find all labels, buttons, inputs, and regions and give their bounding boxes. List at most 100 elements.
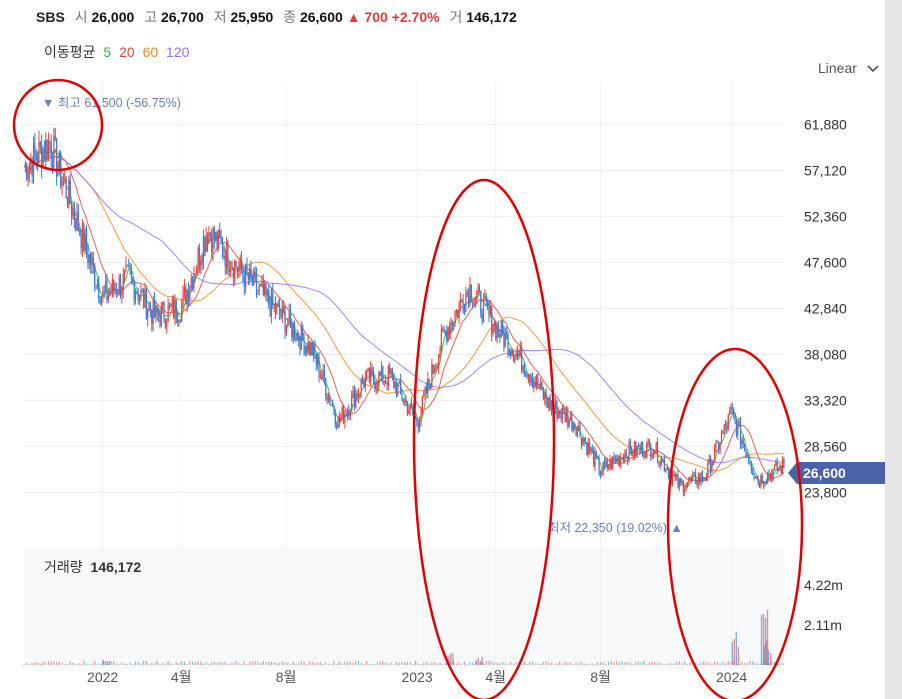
candle-body [395, 382, 398, 396]
x-tick-label: 4월 [485, 669, 506, 685]
candle-body [775, 462, 777, 465]
volume-bar [85, 663, 88, 665]
candle-body [174, 299, 176, 318]
candle-body [544, 392, 546, 399]
volume-bar [452, 653, 454, 665]
candle-body [319, 376, 321, 378]
candle-body [280, 314, 282, 318]
volume-bar [191, 661, 194, 665]
candle-body [496, 324, 498, 339]
candle-body [355, 393, 357, 408]
candle-body [348, 410, 350, 416]
candle-body [621, 457, 623, 459]
candle-body [758, 483, 761, 487]
candle-body [338, 416, 341, 423]
candle-body [232, 267, 234, 279]
volume-bar [308, 661, 311, 665]
candle-body [603, 461, 606, 465]
volume-bar [406, 661, 408, 665]
candle-body [512, 351, 515, 361]
candle-body [397, 383, 399, 396]
candle-body [608, 467, 610, 469]
candle-body [370, 367, 372, 382]
volume-bar [695, 662, 697, 665]
candle-body [393, 374, 395, 387]
candle-body [91, 257, 93, 266]
candle-body [715, 441, 717, 448]
candle-body [283, 306, 285, 313]
volume-bar [292, 661, 294, 665]
volume-bar [162, 662, 164, 665]
candle-body [624, 452, 626, 462]
volume-bar [730, 662, 732, 665]
candle-body [412, 407, 414, 415]
candle-body [140, 290, 142, 298]
candle-body [590, 449, 592, 453]
volume-bar [178, 662, 180, 665]
candle-body [189, 288, 191, 300]
candle-body [57, 167, 59, 177]
candle-body [757, 478, 759, 484]
volume-bar [156, 660, 158, 665]
candle-body [200, 260, 202, 266]
candle-body [113, 279, 115, 291]
candle-body [404, 399, 406, 403]
candle-body [610, 458, 612, 470]
candle-body [42, 149, 44, 168]
candle-body [171, 299, 173, 307]
candle-body [258, 285, 260, 291]
volume-bar [646, 663, 648, 665]
candle-body [588, 442, 591, 453]
moving-average-legend[interactable]: 이동평균 5 20 60 120 [44, 42, 189, 62]
high-label: 고 [144, 9, 158, 25]
candle-body [372, 371, 375, 381]
candle-body [360, 379, 362, 394]
candle-body [568, 420, 570, 427]
volume-bar [221, 662, 224, 665]
candle-body [340, 417, 342, 423]
candle-body [654, 453, 656, 455]
candle-body [453, 324, 455, 326]
scale-selector[interactable]: Linear [818, 60, 879, 76]
candle-body [754, 477, 757, 479]
candle-body [408, 410, 410, 414]
volume-bar [731, 641, 733, 665]
current-price-label: 26,600 [803, 465, 846, 481]
volume-bar [159, 663, 161, 665]
candle-body [414, 417, 417, 419]
candle-body [495, 321, 497, 339]
candle-body [602, 461, 604, 473]
ma-5: 5 [103, 44, 112, 60]
candle-body [433, 371, 436, 374]
volume-value: 146,172 [466, 9, 517, 25]
candle-body [128, 265, 130, 267]
candle-body [255, 275, 258, 292]
volume-bar [716, 662, 718, 665]
candle-body [311, 342, 313, 356]
candle-body [39, 141, 41, 146]
volume-bar [341, 663, 343, 665]
volume-bar [219, 661, 221, 665]
candle-body [540, 382, 542, 389]
candle-body [314, 343, 316, 356]
candle-body [521, 346, 523, 371]
candle-body [346, 410, 349, 417]
candle-body [709, 458, 712, 473]
candle-body [712, 460, 714, 464]
candle-body [129, 266, 131, 273]
volume-bar [417, 663, 419, 665]
candle-body [329, 395, 331, 405]
candle-body [245, 264, 247, 288]
volume-bar [703, 660, 705, 665]
y-tick-label: 42,840 [804, 301, 847, 317]
candle-body [281, 306, 283, 318]
volume-bar [504, 663, 506, 665]
candle-body [361, 379, 364, 384]
candle-body [487, 302, 489, 308]
candle-body [508, 350, 510, 356]
candle-body [485, 296, 487, 303]
candle-body [446, 330, 448, 342]
volume-bar [689, 662, 691, 665]
